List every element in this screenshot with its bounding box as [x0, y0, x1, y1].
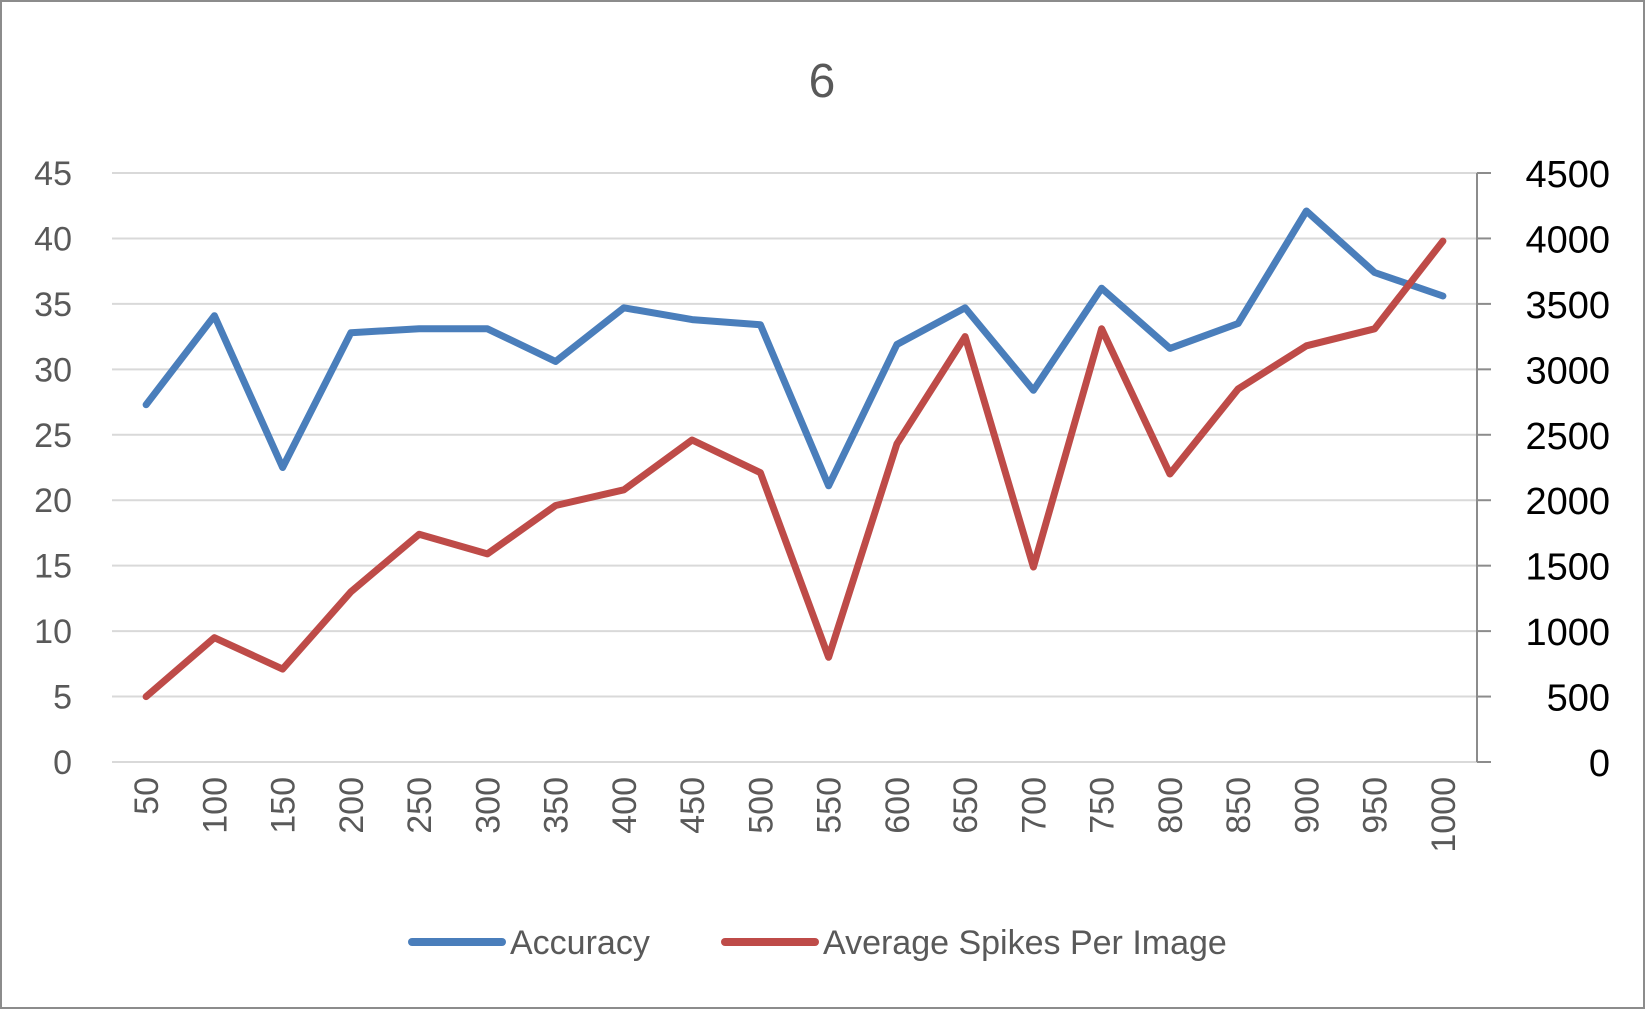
x-tick-label: 900: [1288, 777, 1326, 834]
left-tick-label: 5: [53, 679, 72, 717]
right-tick-label: 3500: [1525, 285, 1610, 327]
x-tick-label: 750: [1084, 777, 1122, 834]
x-tick-label: 50: [128, 777, 166, 815]
left-tick-label: 35: [34, 286, 72, 324]
right-tick-label: 4500: [1525, 154, 1610, 196]
right-axis-tick-labels: 0 500 1000 1500 2000 2500 3000 3500 4000 4500: [1525, 154, 1610, 785]
chart-title: 6: [809, 55, 836, 108]
x-tick-label: 600: [879, 777, 917, 834]
legend: Accuracy Average Spikes Per Image: [408, 924, 1227, 962]
x-tick-label: 700: [1015, 777, 1053, 834]
x-tick-label: 400: [606, 777, 644, 834]
left-tick-label: 30: [34, 351, 72, 389]
x-tick-label: 1000: [1425, 777, 1463, 853]
right-tick-label: 4000: [1525, 219, 1610, 261]
x-tick-label: 300: [469, 777, 507, 834]
left-axis-tick-labels: 0 5 10 15 20 25 30 35 40 45: [34, 155, 72, 782]
x-tick-label: 500: [742, 777, 780, 834]
right-tick-label: 3000: [1525, 350, 1610, 392]
axes: [112, 172, 1491, 763]
right-tick-label: 500: [1547, 678, 1610, 720]
right-tick-label: 2500: [1525, 416, 1610, 458]
gridlines: [112, 172, 1477, 763]
left-tick-label: 25: [34, 417, 72, 455]
legend-label: Accuracy: [510, 924, 650, 962]
series-lines: [142, 207, 1447, 701]
series-line-average-spikes-per-image: [142, 237, 1447, 701]
x-tick-label: 100: [196, 777, 234, 834]
x-tick-label: 200: [333, 777, 371, 834]
x-tick-label: 950: [1357, 777, 1395, 834]
left-tick-label: 20: [34, 482, 72, 520]
right-tick-label: 1500: [1525, 547, 1610, 589]
right-tick-label: 0: [1589, 743, 1610, 785]
left-tick-label: 10: [34, 613, 72, 651]
x-tick-label: 800: [1152, 777, 1190, 834]
series-line-accuracy: [142, 207, 1447, 490]
left-tick-label: 45: [34, 155, 72, 193]
x-axis-tick-labels: 50 100 150 200 250 300 350 400 450 500 550 600 650 70…: [128, 777, 1463, 853]
x-tick-label: 650: [947, 777, 985, 834]
x-tick-label: 850: [1220, 777, 1258, 834]
right-tick-label: 1000: [1525, 612, 1610, 654]
left-tick-label: 40: [34, 220, 72, 258]
right-tick-label: 2000: [1525, 481, 1610, 523]
x-tick-label: 250: [401, 777, 439, 834]
legend-label: Average Spikes Per Image: [823, 924, 1227, 962]
x-tick-label: 550: [811, 777, 849, 834]
left-tick-label: 15: [34, 548, 72, 586]
x-tick-label: 450: [674, 777, 712, 834]
x-tick-label: 150: [265, 777, 303, 834]
x-tick-label: 350: [538, 777, 576, 834]
left-tick-label: 0: [53, 744, 72, 782]
